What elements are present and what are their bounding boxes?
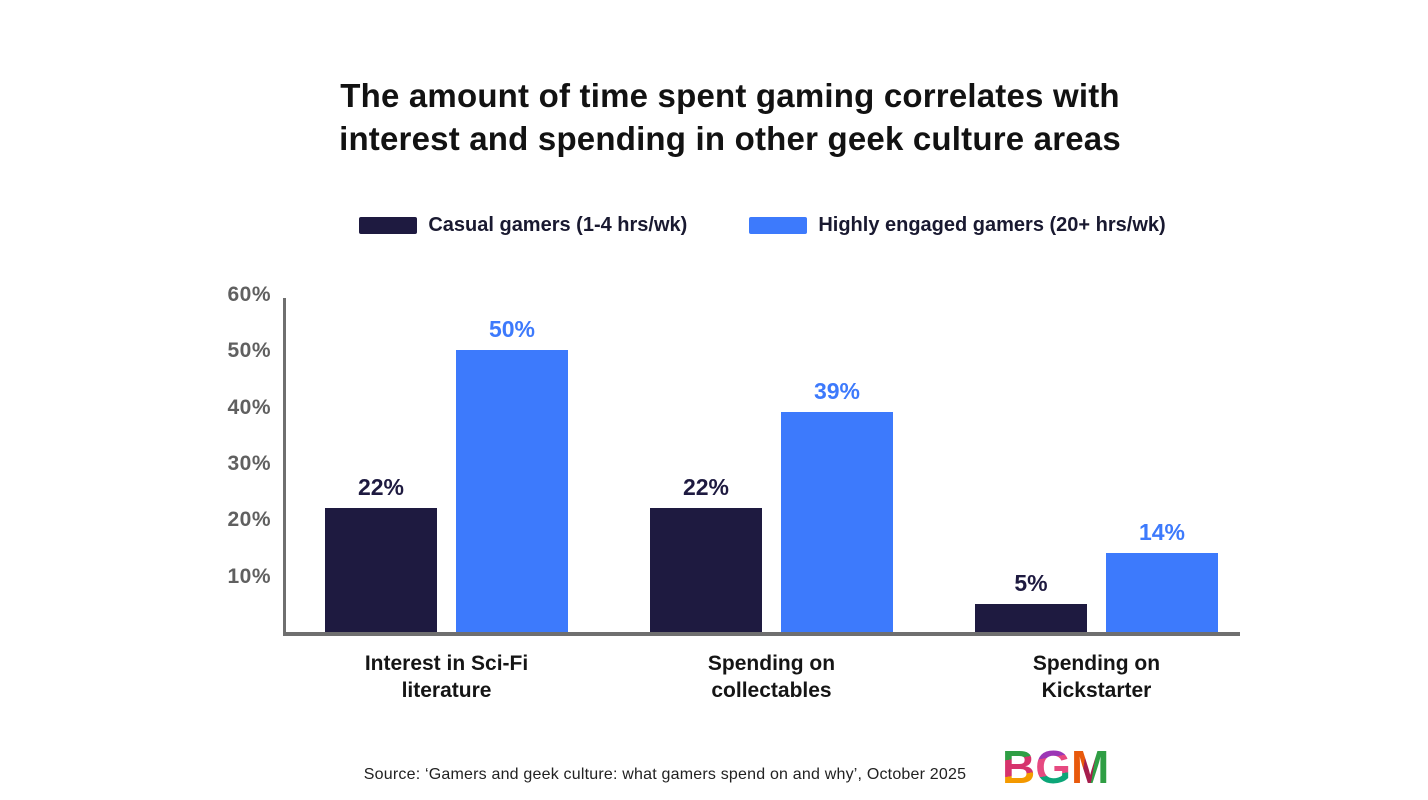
y-axis-tick-label: 30% [227,452,271,475]
logo-letter-b: B [1002,741,1036,793]
source-attribution: Source: ‘Gamers and geek culture: what g… [363,766,967,783]
legend-swatch [749,216,808,234]
bar-value-label: 22% [682,474,730,501]
chart-legend: Casual gamers (1-4 hrs/wk) Highly engaged… [285,210,1240,240]
category-label: Spending on collectables [707,652,836,702]
bar-series0-group1 [650,508,762,632]
logo-letter-m: M [1071,741,1110,793]
legend-item: Casual gamers (1-4 hrs/wk) [359,214,687,237]
bar-series1-group2 [1106,553,1218,632]
category-label: Spending on Kickstarter [1032,652,1161,702]
bar-value-label: 39% [813,378,861,405]
y-axis-tick-label: 40% [227,395,271,419]
bar-series1-group1 [781,412,893,632]
bar-value-label: 50% [488,316,536,343]
bar-series1-group0 [456,350,568,632]
y-axis-tick-label: 20% [227,508,271,532]
logo-letter-g: G [1035,741,1072,793]
y-axis-line [283,298,286,633]
legend-swatch [359,216,418,234]
bgm-logo: B G M [1002,742,1109,792]
legend-label: Highly engaged gamers (20+ hrs/wk) [818,213,1166,236]
chart-title-line2: interest and spending in other geek cult… [339,120,1121,157]
chart-title: The amount of time spent gaming correlat… [164,74,1296,160]
bar-value-label: 5% [1014,569,1048,596]
chart-title-line1: The amount of time spent gaming correlat… [340,77,1120,114]
y-axis-tick-label: 10% [227,564,271,588]
legend-label: Casual gamers (1-4 hrs/wk) [428,213,688,236]
bar-value-label: 22% [357,474,405,501]
legend-item: Highly engaged gamers (20+ hrs/wk) [749,213,1166,237]
x-axis-line [283,632,1240,636]
y-axis-tick-label: 60% [227,283,271,306]
y-axis-tick-label: 50% [227,339,271,363]
category-label: Interest in Sci-Fi literature [364,652,529,702]
bar-value-label: 14% [1138,519,1186,546]
bar-series0-group0 [325,508,437,632]
plot-area: 22% 50% 22% 39% 5% 14% [285,295,1240,633]
bar-series0-group2 [975,603,1087,632]
